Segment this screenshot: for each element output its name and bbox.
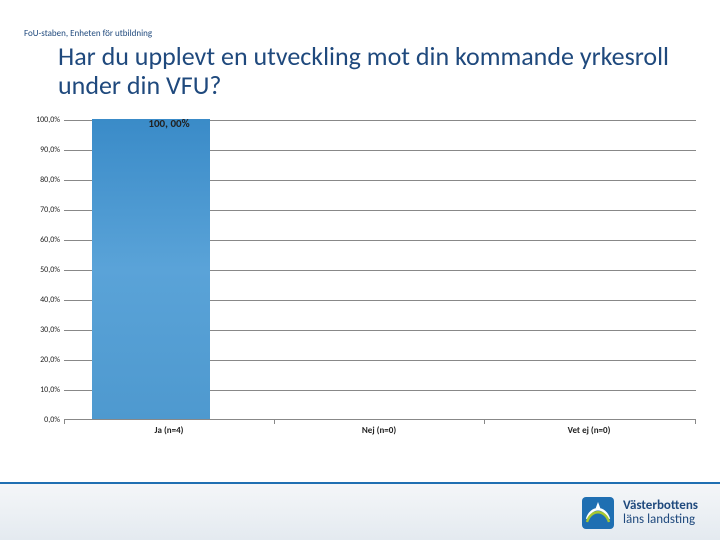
logo-line2: läns landsting — [623, 513, 698, 527]
bar-chart: 100,0% 90,0% 80,0% 70,0% 60,0% 50,0% 40,… — [24, 120, 696, 450]
org-logo: Västerbottens läns landsting — [581, 496, 698, 530]
ytick-label: 10,0% — [24, 385, 60, 395]
ytick-label: 50,0% — [24, 265, 60, 275]
xtick-mark — [274, 420, 275, 424]
bar-value-label: 100, 00% — [64, 117, 274, 130]
xtick-mark — [695, 420, 696, 424]
bar-slot — [274, 120, 484, 419]
bar-slot — [484, 120, 694, 419]
plot-area: 100, 00% — [64, 120, 696, 420]
xtick-mark — [484, 420, 485, 424]
ytick-label: 30,0% — [24, 325, 60, 335]
header-subtitle: FoU-staben, Enheten för utbildning — [24, 28, 152, 39]
ytick-label: 0,0% — [24, 415, 60, 425]
ytick-label: 80,0% — [24, 175, 60, 185]
logo-line1: Västerbottens — [623, 499, 698, 513]
logo-mark-icon — [581, 496, 615, 530]
ytick-label: 40,0% — [24, 295, 60, 305]
bar-slot: 100, 00% — [64, 120, 274, 419]
page-title: Har du upplevt en utveckling mot din kom… — [58, 42, 690, 99]
ytick-label: 100,0% — [24, 115, 60, 125]
ytick-label: 60,0% — [24, 235, 60, 245]
slide: FoU-staben, Enheten för utbildning Har d… — [0, 0, 720, 540]
xtick-label: Vet ej (n=0) — [484, 425, 694, 436]
xtick-label: Ja (n=4) — [64, 425, 274, 436]
footer-band: Västerbottens läns landsting — [0, 482, 720, 540]
ytick-label: 20,0% — [24, 355, 60, 365]
ytick-label: 70,0% — [24, 205, 60, 215]
bar-ja — [92, 119, 210, 419]
xtick-label: Nej (n=0) — [274, 425, 484, 436]
logo-text: Västerbottens läns landsting — [623, 499, 698, 526]
xtick-mark — [64, 420, 65, 424]
ytick-label: 90,0% — [24, 145, 60, 155]
